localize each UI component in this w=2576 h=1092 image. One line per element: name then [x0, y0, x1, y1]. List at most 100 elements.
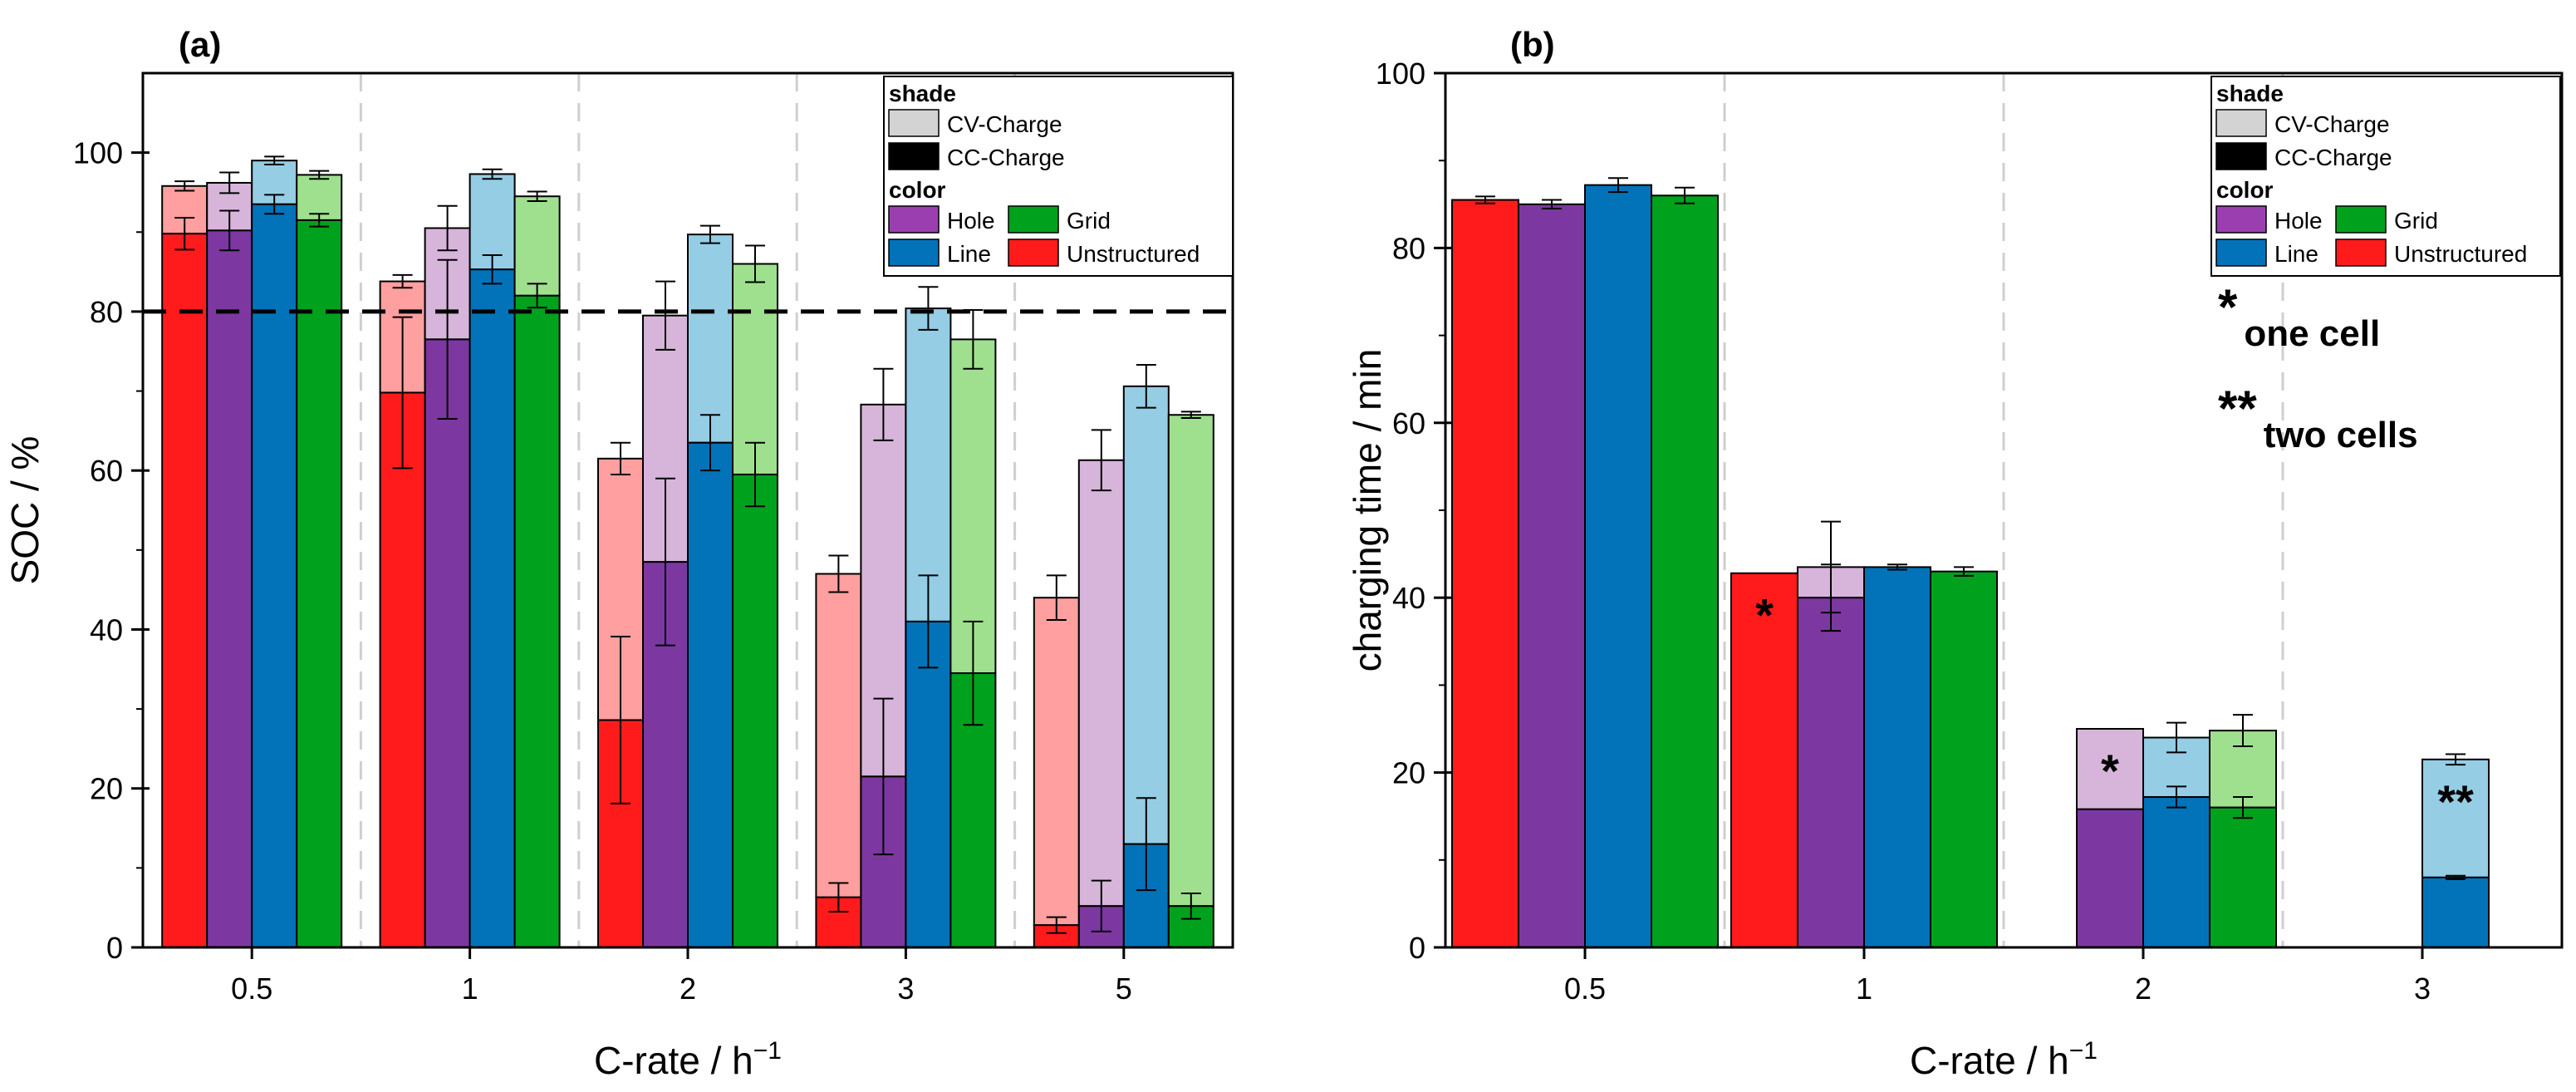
a-legend-cc-swatch — [888, 142, 940, 170]
b-footnote-2: ** two cells — [2218, 381, 2418, 455]
a-bar-unstructured-1-cc — [379, 391, 426, 948]
a-bar-grid-0-5-cv — [296, 174, 343, 221]
b-legend-unstructured-label: Unstructured — [2394, 241, 2527, 267]
a-legend-grid-label: Grid — [1067, 208, 1111, 234]
b-bar-grid-0-5-cc — [1651, 194, 1719, 948]
a-x-tick-label-3: 3 — [897, 971, 914, 1006]
a-legend-cc-label: CC-Charge — [947, 145, 1065, 170]
panel-a-y-axis-title: SOC / % — [3, 436, 47, 585]
a-legend-cv-swatch — [888, 109, 940, 137]
b-y-tick-label: 40 — [1392, 581, 1425, 615]
panel-b-label: (b) — [1510, 25, 1555, 64]
b-bar-line-2-cc — [2142, 796, 2210, 949]
a-legend-color-title: color — [889, 177, 946, 203]
a-errorbar-hole-1-cc — [437, 258, 458, 421]
panel-a-x-axis: 0.5 1 2 3 5 — [231, 947, 1132, 1006]
b-errorbar-line-0-5-cc — [1608, 177, 1628, 194]
b-legend-cv-label: CV-Charge — [2274, 111, 2390, 137]
a-errorbar-line-5-cc — [1136, 797, 1156, 892]
b-legend-cc-label: CC-Charge — [2274, 145, 2392, 170]
b-bar-hole-0-5-cc — [1518, 203, 1586, 949]
a-bar-line-1-cv — [469, 173, 516, 271]
b-legend-line-label: Line — [2274, 241, 2318, 267]
a-legend-line-label: Line — [947, 241, 991, 267]
b-legend-unstructured-swatch — [2335, 239, 2387, 267]
panel-a-x-axis-title-main: C-rate / h — [594, 1039, 753, 1082]
panel-b-single-cell-markers: **** — [1755, 589, 2474, 828]
a-errorbar-grid-3-total — [963, 308, 984, 370]
b-legend-grid-swatch — [2335, 205, 2387, 234]
b-legend-cv-swatch — [2215, 109, 2267, 137]
b-legend-line-swatch — [2215, 239, 2267, 267]
b-y-tick-label: 80 — [1392, 231, 1425, 265]
b-legend-shade-title: shade — [2216, 81, 2284, 106]
a-legend-cv-label: CV-Charge — [947, 111, 1062, 137]
a-errorbar-line-1-cc — [482, 254, 503, 285]
b-legend-color-title: color — [2216, 177, 2274, 203]
b-bar-hole-2-cc — [2076, 808, 2144, 948]
a-y-tick-label: 80 — [90, 295, 123, 329]
a-errorbar-grid-5-total — [1180, 411, 1201, 420]
a-legend-line-swatch — [888, 239, 940, 267]
a-bar-unstructured-3-cv — [815, 573, 862, 898]
panel-b-y-axis-title: charging time / min — [1346, 349, 1389, 672]
a-legend-hole-label: Hole — [947, 208, 995, 234]
a-bar-hole-0-5-cc — [206, 229, 253, 948]
a-errorbar-line-3-total — [918, 286, 939, 331]
a-bar-line-2-cv — [687, 234, 734, 444]
a-errorbar-line-0-5-total — [264, 155, 285, 165]
a-x-tick-label-0-5: 0.5 — [231, 971, 272, 1006]
a-errorbar-unstructured-2-cc — [611, 636, 631, 804]
a-errorbar-hole-0-5-cc — [219, 209, 240, 252]
a-errorbar-unstructured-5-cc — [1046, 916, 1067, 934]
panel-b-y-axis: 0 20 40 60 80 100 — [1376, 57, 1452, 965]
a-errorbar-unstructured-3-total — [828, 554, 849, 593]
a-errorbar-grid-5-cc — [1180, 892, 1201, 920]
a-bar-line-3-cc — [905, 620, 952, 949]
a-x-tick-label-5: 5 — [1116, 971, 1132, 1006]
a-errorbar-unstructured-1-total — [392, 273, 413, 289]
a-legend-unstructured-label: Unstructured — [1067, 241, 1200, 267]
panel-a: (a) 0 20 40 60 80 100 0.5 1 2 3 5 SOC / % C-rate … — [3, 25, 1234, 1082]
a-errorbar-unstructured-3-cc — [828, 882, 849, 912]
b-x-tick-label-0-5: 0.5 — [1564, 971, 1606, 1006]
a-bar-grid-1-cv — [513, 195, 561, 297]
b-legend-grid-label: Grid — [2394, 208, 2438, 234]
b-footnote-text: one cell — [2244, 313, 2380, 354]
a-y-tick-label: 60 — [90, 454, 123, 488]
a-y-tick-label: 20 — [90, 772, 123, 806]
b-errorbar-line-3-total — [2446, 753, 2466, 766]
a-errorbar-grid-2-cc — [745, 441, 765, 508]
a-bar-unstructured-0-5-cc — [161, 233, 209, 949]
a-bar-grid-2-cv — [732, 263, 778, 475]
a-errorbar-grid-2-total — [745, 244, 765, 283]
a-bar-line-2-cc — [687, 441, 734, 948]
a-errorbar-hole-3-total — [873, 367, 894, 441]
a-errorbar-unstructured-2-total — [611, 441, 631, 475]
b-bar-line-1-cc — [1863, 566, 1931, 948]
a-x-tick-label-2: 2 — [680, 971, 696, 1006]
b-annotation-unstructured-1: * — [1755, 589, 1774, 642]
a-errorbar-unstructured-1-cc — [392, 316, 413, 470]
b-errorbar-line-1-cc — [1887, 563, 1907, 571]
panel-b-x-axis-title-main: C-rate / h — [1910, 1039, 2069, 1082]
b-bar-hole-1-cc — [1797, 597, 1865, 948]
panel-a-label: (a) — [179, 25, 221, 64]
a-errorbar-grid-1-cc — [527, 283, 547, 309]
b-bar-grid-2-cc — [2209, 806, 2277, 948]
panel-a-x-axis-title: C-rate / h−1 — [594, 1037, 782, 1082]
a-bar-hole-5-cv — [1077, 459, 1125, 908]
b-x-tick-label-3: 3 — [2414, 971, 2431, 1006]
a-errorbar-hole-5-total — [1091, 429, 1111, 492]
b-legend-cc-swatch — [2215, 142, 2267, 170]
b-errorbar-line-2-cc — [2166, 785, 2186, 809]
a-bar-grid-2-cc — [732, 473, 778, 948]
a-errorbar-unstructured-5-total — [1046, 574, 1067, 621]
b-errorbar-line-2-total — [2166, 721, 2186, 754]
panel-a-y-axis: 0 20 40 60 80 100 — [73, 136, 150, 965]
a-y-tick-label: 40 — [90, 612, 123, 647]
